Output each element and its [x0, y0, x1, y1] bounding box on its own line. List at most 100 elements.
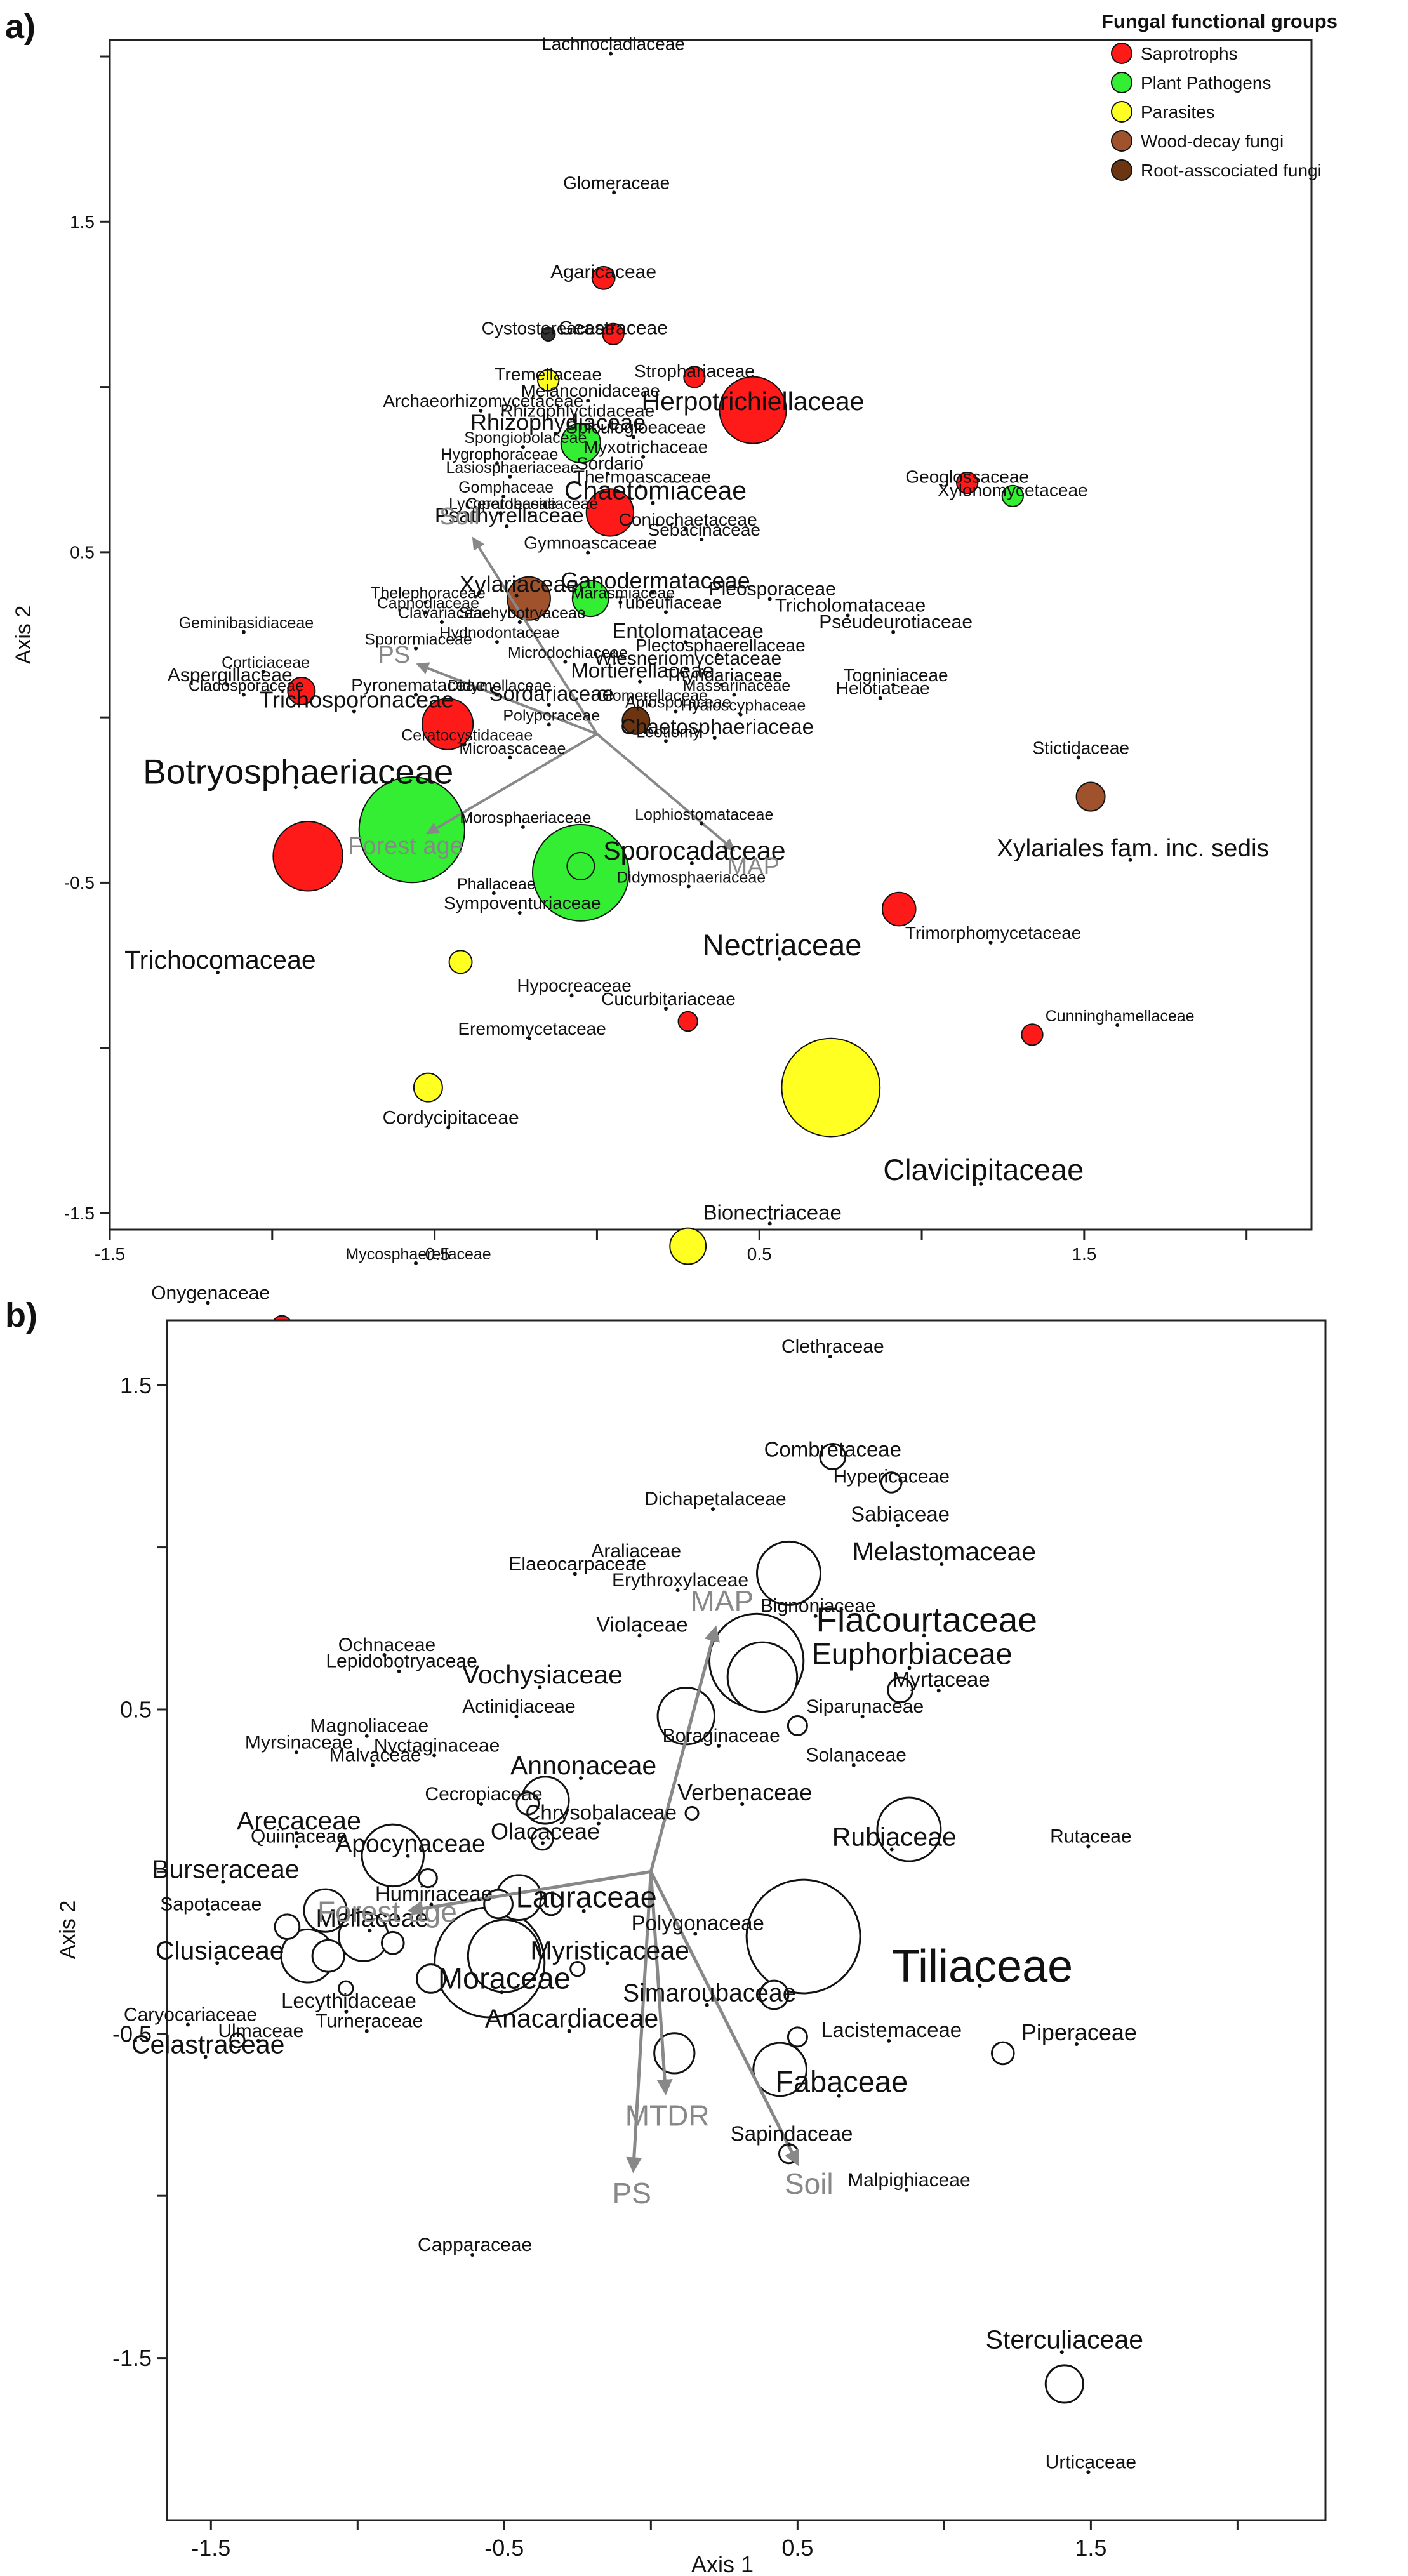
vector-arrow-forest-age — [407, 1869, 651, 1916]
marker-dot — [641, 455, 646, 459]
marker-dot — [567, 2029, 571, 2033]
taxon-label-actinidiaceae: Actinidiaceae — [462, 1696, 575, 1717]
marker-dot — [663, 610, 668, 614]
data-point-bubble — [887, 1676, 913, 1704]
taxon-label-myxotrichaceae: Myxotrichaceae — [583, 437, 708, 457]
data-point-plant-pathogens — [566, 851, 595, 880]
taxon-label-lacistemaceae: Lacistemaceae — [821, 2018, 962, 2042]
marker-dot — [778, 957, 782, 961]
data-point-bubble — [467, 1918, 541, 1993]
y-tick-label: -0.5 — [64, 873, 95, 893]
data-point-bubble — [515, 1791, 540, 1816]
y-tick-label: -1.5 — [64, 1204, 95, 1223]
data-point-geastraceae — [602, 322, 625, 345]
taxon-label-didymosphaeriaceae: Didymosphaeriaceae — [616, 868, 766, 886]
x-tick-label: 0.5 — [747, 1244, 772, 1264]
data-point-parasites — [669, 1227, 707, 1265]
marker-dot — [432, 1753, 437, 1758]
arrow-label-mtdr: MTDR — [625, 2099, 710, 2132]
data-point-bubble — [752, 2042, 807, 2097]
taxon-label-ceratobasidiaceae: Ceratobasidiaceae — [466, 495, 598, 513]
taxon-label-clusiaceae: Clusiaceae — [156, 1935, 284, 1965]
marker-dot — [605, 1961, 609, 1965]
y-tick-label: 1.5 — [120, 1372, 152, 1398]
taxon-label-chaetomiaceae: Chaetomiaceae — [564, 476, 747, 505]
marker-dot — [517, 620, 522, 624]
data-point-plant-pathogens — [358, 776, 465, 884]
legend-swatch-plant-pathogens — [1111, 72, 1132, 93]
taxon-label-onygenaceae: Onygenaceae — [151, 1282, 270, 1303]
taxon-label-sebacinaceae: Sebacinaceae — [648, 520, 760, 540]
marker-dot — [215, 1961, 220, 1965]
y-axis-label: Axis 2 — [11, 606, 36, 665]
data-point-bubble — [380, 1930, 405, 1955]
taxon-label-archaeorhizomycetaceae: Archaeorhizomycetaceae — [383, 391, 583, 411]
data-point-bubble — [1044, 2364, 1084, 2404]
marker-dot — [651, 501, 655, 505]
marker-dot — [579, 1776, 583, 1781]
legend-item-saprotrophs: Saprotrophs — [1141, 44, 1238, 63]
taxon-label-nectriaceae: Nectriaceae — [703, 928, 862, 962]
taxon-label-pseudeurotiaceae: Pseudeurotiaceae — [819, 612, 973, 633]
taxon-label-cucurbitariaceae: Cucurbitariaceae — [601, 989, 736, 1009]
taxon-label-plectosphaerellaceae: Plectosphaerellaceae — [635, 635, 806, 655]
taxon-label-burseraceae: Burseraceae — [152, 1855, 299, 1884]
marker-dot — [241, 693, 246, 697]
marker-dot — [887, 2038, 891, 2043]
data-point-plant-pathogens — [560, 422, 601, 464]
data-point-saprotrophs — [1021, 1023, 1044, 1046]
marker-dot — [538, 1685, 542, 1690]
taxon-label-malvaceae: Malvaceae — [329, 1745, 421, 1766]
taxon-label-herpotrichiellaceae: Herpotrichiellaceae — [642, 387, 865, 416]
taxon-label-rhizophlyctidaceae: Rhizophlyctidaceae — [500, 401, 654, 420]
taxon-label-ulmaceae: Ulmaceae — [218, 2021, 303, 2042]
marker-dot — [596, 1821, 601, 1826]
data-point-combretaceae — [819, 1443, 847, 1471]
marker-dot — [674, 709, 678, 714]
legend-item-root-asscociated-fungi: Root-asscociated fungi — [1141, 161, 1322, 180]
marker-dot — [364, 2029, 369, 2033]
data-point-tremellaceae — [537, 369, 560, 392]
data-point-plant-pathogens — [571, 580, 609, 618]
taxon-label-sabiaceae: Sabiaceae — [851, 1503, 950, 1526]
marker-dot — [371, 1763, 375, 1767]
data-point-saprotrophs — [881, 891, 917, 927]
marker-dot — [528, 1036, 532, 1040]
vector-arrow-ps — [416, 662, 598, 736]
taxon-label-coniochaetaceae: Coniochaetaceae — [619, 510, 757, 529]
data-point-bubble — [787, 1715, 808, 1737]
arrow-label-map: MAP — [727, 853, 780, 880]
arrow-label-ps: PS — [613, 2177, 651, 2210]
taxon-label-gomphaceae: Gomphaceae — [458, 479, 554, 496]
data-point-bubble — [569, 1960, 586, 1977]
data-point-parasites — [448, 950, 473, 974]
taxon-label-sporocadaceae: Sporocadaceae — [603, 836, 785, 865]
taxon-label-gymnoascaceae: Gymnoascaceae — [524, 533, 657, 553]
marker-dot — [495, 640, 499, 644]
marker-dot — [878, 696, 882, 700]
x-tick-label: 0.5 — [781, 2535, 813, 2561]
taxon-label-celastraceae: Celastraceae — [131, 2029, 285, 2059]
marker-dot — [813, 1614, 818, 1618]
taxon-label-siparunaceae: Siparunaceae — [806, 1696, 924, 1717]
data-point-bubble — [229, 2032, 246, 2048]
marker-dot — [988, 940, 993, 945]
taxon-label-massarinaceae: Massarinaceae — [683, 677, 791, 694]
data-point-saprotrophs — [585, 488, 635, 537]
legend: Fungal functional groups Saprotrophs Plant… — [1101, 10, 1338, 181]
data-point-geoglossaceae — [956, 471, 979, 495]
taxon-label-urticaceae: Urticaceae — [1046, 2452, 1136, 2473]
y-tick-label: -1.5 — [112, 2345, 152, 2371]
data-point-xylonomycetaceae — [1001, 484, 1024, 507]
taxon-label-ochnaceae: Ochnaceae — [338, 1635, 435, 1656]
taxon-label-cordycipitaceae: Cordycipitaceae — [383, 1107, 519, 1128]
marker-dot — [414, 1261, 418, 1265]
taxon-label-rutaceae: Rutaceae — [1050, 1826, 1131, 1847]
taxon-label-spongiobolaceae: Spongiobolaceae — [464, 429, 587, 447]
taxon-label-thelephoraceae: Thelephoraceae — [371, 585, 486, 602]
marker-dot — [294, 1750, 298, 1755]
marker-dot — [462, 742, 467, 747]
arrow-label-ps: PS — [378, 642, 410, 668]
taxon-label-chaetosphaeriaceae: Chaetosphaeriaceae — [620, 715, 814, 738]
marker-dot — [904, 2188, 908, 2192]
